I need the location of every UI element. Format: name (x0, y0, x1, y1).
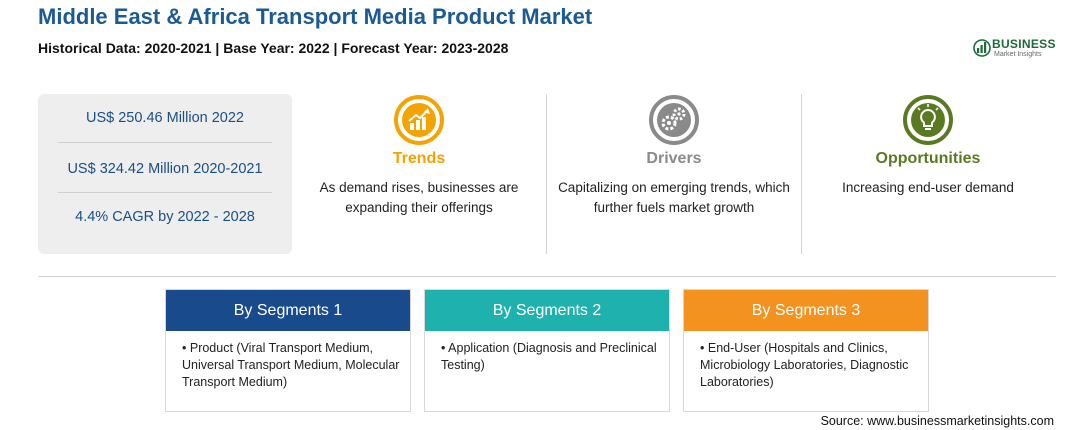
segment-3-item: • End-User (Hospitals and Clinics, Micro… (700, 341, 909, 389)
segment-2-item: • Application (Diagnosis and Preclinical… (441, 341, 657, 372)
segment-2-title: By Segments 2 (425, 290, 669, 331)
page-title: Middle East & Africa Transport Media Pro… (38, 4, 593, 29)
column-divider (801, 94, 802, 254)
trends-text: As demand rises, businesses are expandin… (319, 180, 519, 215)
column-divider (546, 94, 547, 254)
gears-icon (649, 95, 699, 145)
stat-market-size-historical: US$ 324.42 Million 2020-2021 (67, 161, 263, 177)
stat-divider (58, 142, 272, 143)
opportunities-column: Opportunities Increasing end-user demand (803, 94, 1053, 254)
segment-card-1: By Segments 1 • Product (Viral Transport… (165, 289, 411, 412)
brand-logo: BUSINESS Market Insights (972, 35, 1062, 61)
drivers-text: Capitalizing on emerging trends, which f… (558, 180, 790, 215)
section-divider (38, 276, 1056, 277)
drivers-column: Drivers Capitalizing on emerging trends,… (549, 94, 799, 254)
segment-1-item: • Product (Viral Transport Medium, Unive… (182, 341, 400, 389)
segment-3-item-text: End-User (Hospitals and Clinics, Microbi… (700, 341, 909, 389)
opportunities-heading: Opportunities (875, 150, 981, 167)
drivers-heading: Drivers (646, 150, 702, 167)
segment-card-2: By Segments 2 • Application (Diagnosis a… (424, 289, 670, 412)
segment-3-title: By Segments 3 (684, 290, 928, 331)
logo-globe-icon (973, 39, 991, 57)
segment-card-3: By Segments 3 • End-User (Hospitals and … (683, 289, 929, 412)
logo-tagline: Market Insights (994, 51, 1042, 58)
chart-growth-icon (394, 95, 444, 145)
logo-wordmark: BUSINESS (992, 37, 1056, 51)
stat-divider (58, 192, 272, 193)
source-link[interactable]: Source: www.businessmarketinsights.com (820, 414, 1054, 428)
opportunities-text: Increasing end-user demand (842, 180, 1014, 195)
trends-column: Trends As demand rises, businesses are e… (294, 94, 544, 254)
stat-cagr: 4.4% CAGR by 2022 - 2028 (75, 209, 255, 225)
stats-panel: US$ 250.46 Million 2022 US$ 324.42 Milli… (38, 94, 292, 254)
page-subtitle: Historical Data: 2020-2021 | Base Year: … (38, 40, 509, 56)
segment-1-title: By Segments 1 (166, 290, 410, 331)
segment-2-item-text: Application (Diagnosis and Preclinical T… (441, 341, 657, 372)
lightbulb-icon (903, 95, 953, 145)
segment-1-item-text: Product (Viral Transport Medium, Univers… (182, 341, 400, 389)
trends-heading: Trends (392, 150, 446, 167)
stat-market-size-2022: US$ 250.46 Million 2022 (86, 110, 244, 126)
